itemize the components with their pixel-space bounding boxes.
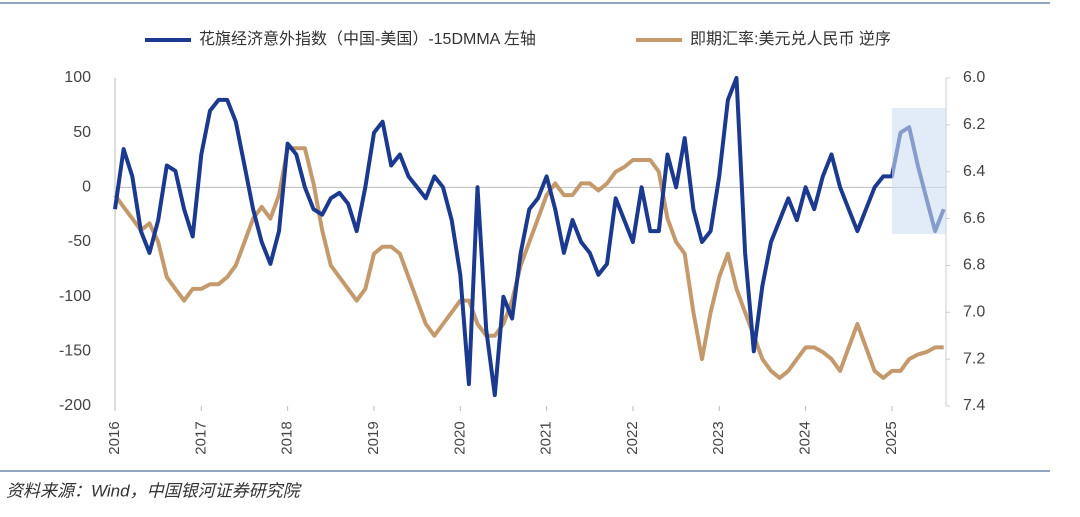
y2-tick-label: 6.4 — [963, 163, 985, 180]
legend-label: 花旗经济意外指数（中国-美国）-15DMMA 左轴 — [199, 29, 536, 48]
y2-tick-label: 6.2 — [963, 116, 985, 133]
x-tick-label: 2024 — [797, 421, 814, 454]
x-tick-label: 2021 — [538, 421, 555, 454]
x-tick-label: 2018 — [279, 421, 296, 454]
y-tick-label: -50 — [68, 233, 91, 250]
x-tick-label: 2022 — [624, 421, 641, 454]
y2-tick-label: 6.0 — [963, 69, 985, 86]
y2-tick-label: 6.6 — [963, 210, 985, 227]
legend-label: 即期汇率:美元兑人民币 逆序 — [690, 30, 891, 48]
y-tick-label: 100 — [64, 69, 91, 86]
y-tick-label: -100 — [59, 288, 91, 305]
y-tick-label: -200 — [59, 397, 91, 414]
x-tick-label: 2025 — [883, 421, 900, 454]
y2-tick-label: 7.4 — [963, 397, 985, 414]
y2-tick-label: 6.8 — [963, 257, 985, 274]
y-tick-label: 50 — [73, 124, 91, 141]
series-line — [113, 76, 946, 398]
x-tick-label: 2016 — [106, 421, 123, 454]
y-tick-label: 0 — [82, 179, 91, 196]
y-tick-label: -150 — [59, 343, 91, 360]
x-tick-label: 2023 — [710, 421, 727, 454]
x-tick-label: 2017 — [192, 421, 209, 454]
x-tick-label: 2020 — [451, 421, 468, 454]
y2-tick-label: 7.2 — [963, 350, 985, 367]
y2-tick-label: 7.0 — [963, 304, 985, 321]
x-tick-label: 2019 — [365, 421, 382, 454]
series-line — [113, 146, 944, 380]
source: 资料来源：Wind，中国银河证券研究院 — [6, 481, 303, 500]
highlight-box — [892, 108, 946, 234]
